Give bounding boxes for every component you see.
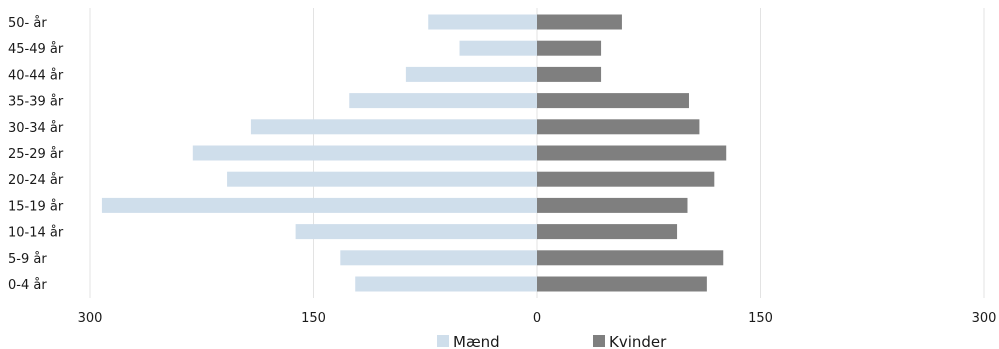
legend-label-maend: Mænd bbox=[453, 333, 500, 349]
bar-maend bbox=[340, 250, 537, 266]
x-tick-label: 300 bbox=[78, 311, 103, 326]
legend-swatch-kvinder bbox=[593, 335, 605, 347]
y-tick-label: 25-29 år bbox=[8, 147, 64, 162]
x-tick-label: 150 bbox=[301, 311, 326, 326]
y-tick-label: 10-14 år bbox=[8, 226, 64, 241]
bar-maend bbox=[355, 276, 537, 292]
bar-maend bbox=[227, 171, 537, 187]
x-tick-label: 150 bbox=[748, 311, 773, 326]
y-tick-label: 30-34 år bbox=[8, 121, 64, 136]
y-tick-label: 0-4 år bbox=[8, 278, 47, 293]
legend-label-kvinder: Kvinder bbox=[609, 333, 667, 349]
bar-kvinder bbox=[537, 145, 727, 161]
bar-maend bbox=[250, 119, 538, 135]
bar-kvinder bbox=[537, 66, 602, 82]
bar-maend bbox=[405, 66, 537, 82]
y-tick-label: 35-39 år bbox=[8, 95, 64, 110]
y-tick-label: 50- år bbox=[8, 16, 47, 31]
legend: Mænd Kvinder bbox=[437, 333, 667, 349]
y-tick-label: 15-19 år bbox=[8, 199, 64, 214]
bar-maend bbox=[192, 145, 537, 161]
bar-kvinder bbox=[537, 224, 678, 240]
legend-swatch-maend bbox=[437, 335, 449, 347]
bar-kvinder bbox=[537, 119, 700, 135]
bar-kvinder bbox=[537, 171, 715, 187]
y-tick-label: 40-44 år bbox=[8, 68, 64, 83]
bar-maend bbox=[459, 40, 537, 56]
x-tick-label: 0 bbox=[533, 311, 541, 326]
bar-kvinder bbox=[537, 14, 622, 30]
x-axis-labels: 300 150 0 150 300 bbox=[78, 311, 997, 326]
bar-kvinder bbox=[537, 276, 707, 292]
bar-kvinder bbox=[537, 197, 688, 213]
y-tick-label: 5-9 år bbox=[8, 252, 47, 267]
x-tick-label: 300 bbox=[972, 311, 997, 326]
bar-kvinder bbox=[537, 250, 724, 266]
y-tick-label: 20-24 år bbox=[8, 173, 64, 188]
bar-maend bbox=[101, 197, 538, 213]
bar-maend bbox=[349, 93, 537, 109]
y-axis-labels: 0-4 år 5-9 år 10-14 år 15-19 år 20-24 år 25-2… bbox=[8, 16, 64, 293]
bar-kvinder bbox=[537, 93, 689, 109]
bar-maend bbox=[295, 224, 537, 240]
bar-maend bbox=[428, 14, 537, 30]
y-tick-label: 45-49 år bbox=[8, 42, 64, 57]
bar-kvinder bbox=[537, 40, 602, 56]
bars bbox=[101, 14, 727, 292]
